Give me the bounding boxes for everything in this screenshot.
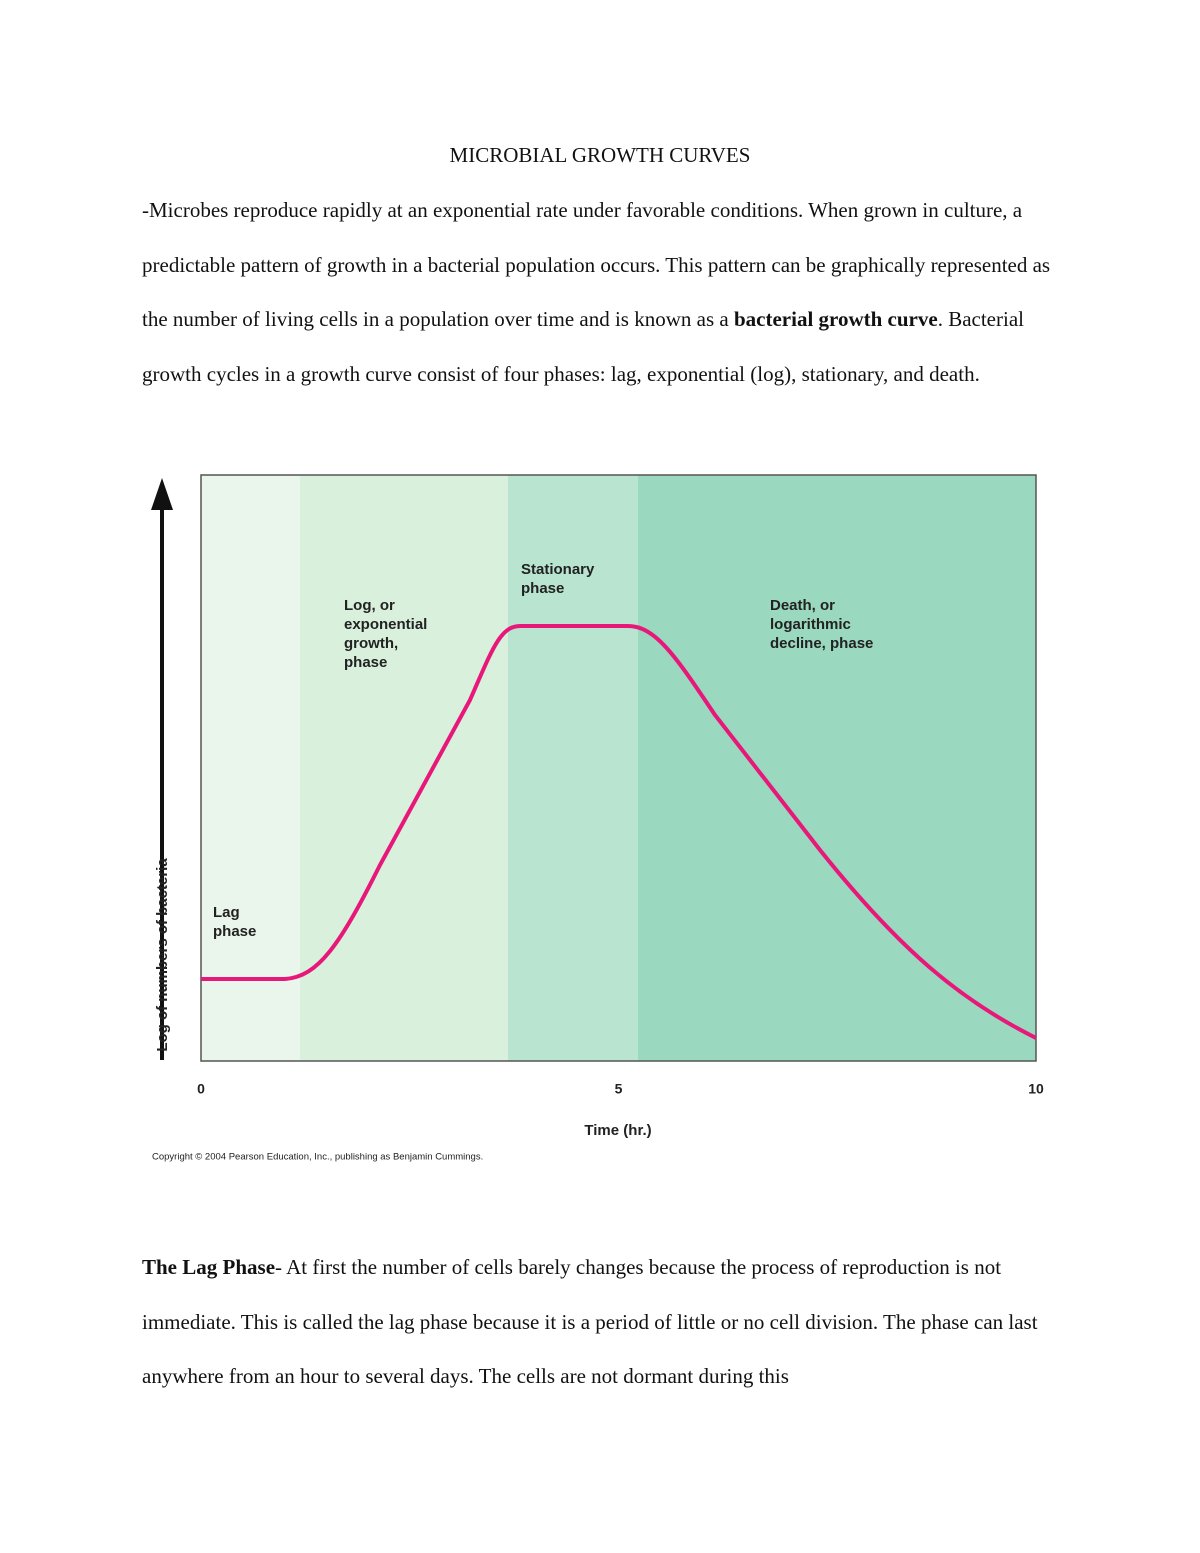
- phase-label: phase: [213, 923, 256, 940]
- bold-term: bacterial growth curve: [733, 307, 938, 331]
- x-tick-label: 0: [197, 1081, 205, 1097]
- growth-curve: [201, 624, 1037, 1040]
- x-tick-label: 5: [615, 1081, 623, 1097]
- phase-label: decline, phase: [770, 635, 873, 652]
- phase-label: logarithmic: [770, 616, 851, 633]
- doc-title: MICROBIAL GROWTH CURVES: [449, 143, 751, 167]
- phase-label: Death, or: [770, 597, 835, 614]
- x-tick-label: 10: [1028, 1081, 1044, 1097]
- log-band: [300, 475, 508, 1061]
- y-axis-label: Log of numbers of bacteria: [154, 858, 171, 1052]
- death-band: [638, 475, 1036, 1061]
- phase-label: Stationary: [521, 561, 595, 578]
- intro-paragraph: -Microbes reproduce rapidly at an expone…: [142, 183, 1057, 401]
- plot-frame: [200, 474, 1037, 1062]
- phase-label: phase: [344, 654, 387, 671]
- text: . Bacterial growth cycles in a growth cu…: [142, 307, 1024, 386]
- phase-label: phase: [521, 580, 564, 597]
- text: - At first the number of cells barely ch…: [142, 1255, 1038, 1388]
- phase-label: Lag: [213, 904, 240, 921]
- y-arrow-head: [151, 478, 173, 510]
- phase-label: growth,: [344, 635, 398, 652]
- x-axis-label: Time (hr.): [584, 1122, 651, 1139]
- phase-label: Log, or: [344, 597, 395, 614]
- lag-paragraph: The Lag Phase- At first the number of ce…: [142, 1240, 1057, 1404]
- section-heading: The Lag Phase: [142, 1255, 276, 1279]
- copyright: Copyright © 2004 Pearson Education, Inc.…: [152, 1152, 483, 1163]
- phase-label: exponential: [344, 616, 427, 633]
- stationary-band: [508, 475, 638, 1061]
- text: -Microbes reproduce rapidly at an expone…: [142, 198, 1051, 331]
- lag-band: [201, 475, 300, 1061]
